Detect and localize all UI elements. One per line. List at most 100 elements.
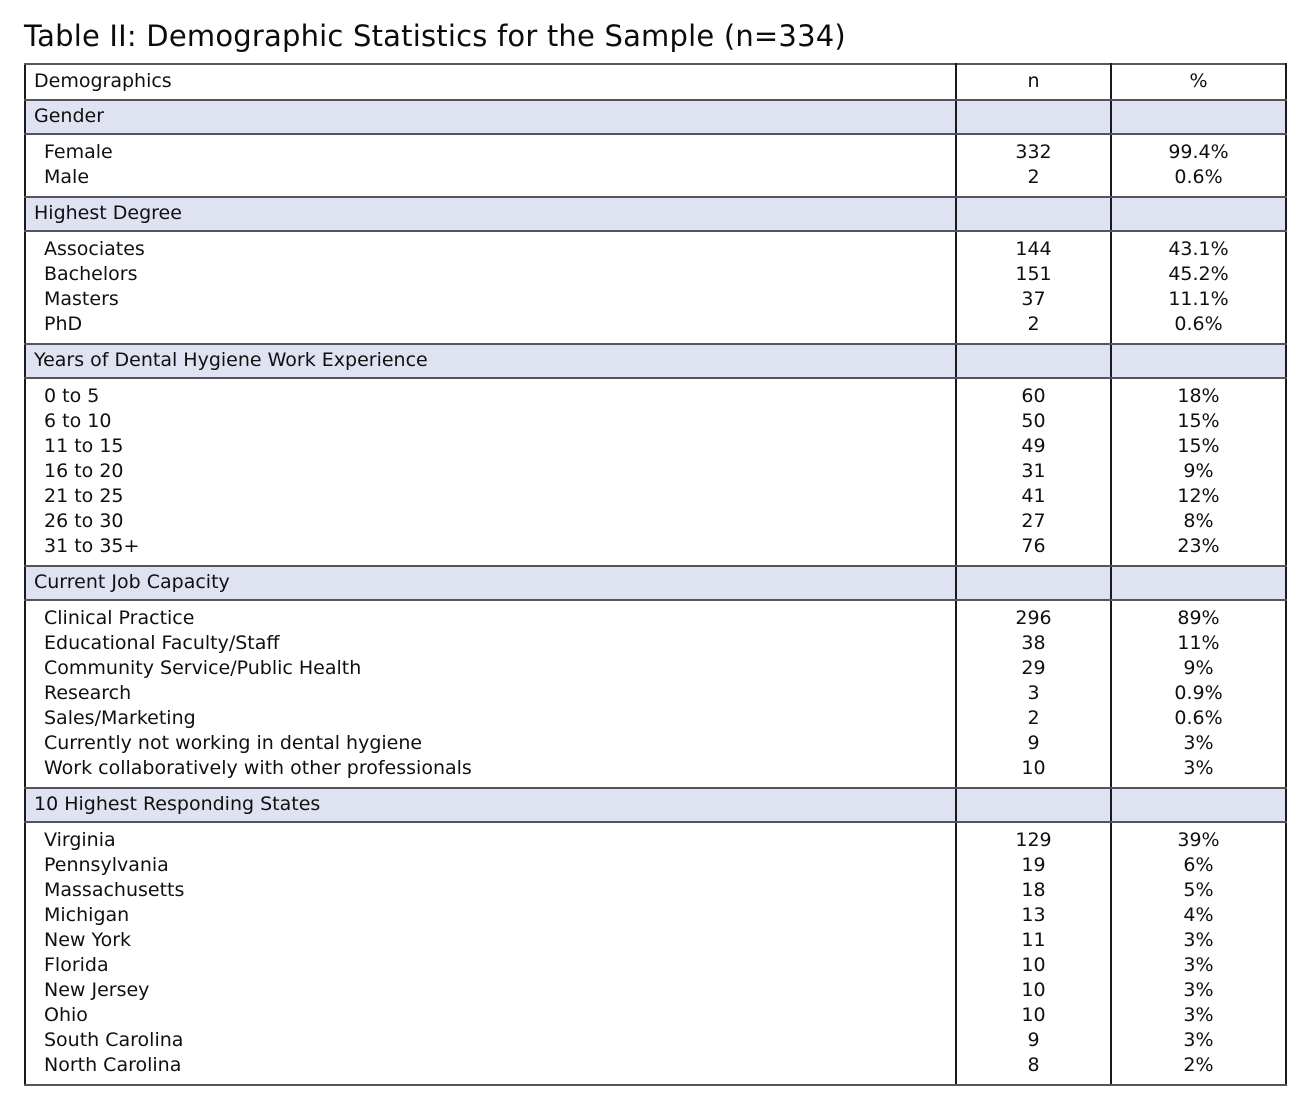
- section-empty-n-cell: [955, 565, 1112, 601]
- section-header-cell: Gender: [24, 99, 957, 135]
- column-header-n: n: [955, 63, 1112, 101]
- demo-label: Community Service/Public Health: [44, 657, 362, 679]
- pct-value: 3%: [1183, 1029, 1214, 1051]
- section-empty-n-cell: [955, 196, 1112, 232]
- pct-value: 4%: [1183, 904, 1214, 926]
- section-header-row: Years of Dental Hygiene Work Experience: [24, 343, 1287, 379]
- pct-value: 3%: [1183, 1004, 1214, 1026]
- section-empty-pct-cell: [1110, 565, 1287, 601]
- pct-value: 89%: [1177, 607, 1220, 629]
- pct-value: 5%: [1183, 879, 1214, 901]
- pct-value: 18%: [1177, 385, 1220, 407]
- n-value: 37: [1021, 288, 1046, 310]
- pct-value: 0.6%: [1174, 707, 1223, 729]
- section-header-row: Gender: [24, 99, 1287, 135]
- demo-label: Pennsylvania: [44, 854, 169, 876]
- pct-cell: 18% 15% 15% 9% 12% 8% 23%: [1110, 377, 1287, 567]
- column-header-row: Demographics n %: [24, 63, 1287, 101]
- pct-value: 3%: [1183, 757, 1214, 779]
- n-value: 11: [1021, 929, 1046, 951]
- demo-label: Female: [44, 141, 113, 163]
- demo-label: New Jersey: [44, 979, 150, 1001]
- pct-value: 8%: [1183, 510, 1214, 532]
- section-header-row: 10 Highest Responding States: [24, 787, 1287, 823]
- section-empty-pct-cell: [1110, 196, 1287, 232]
- pct-value: 99.4%: [1168, 141, 1229, 163]
- n-value: 2: [1027, 166, 1040, 188]
- pct-value: 9%: [1183, 657, 1214, 679]
- data-group-row: Associates Bachelors Masters PhD 144 151 37 2 43…: [24, 230, 1287, 345]
- n-value: 151: [1015, 263, 1052, 285]
- pct-cell: 99.4% 0.6%: [1110, 133, 1287, 198]
- n-value: 10: [1021, 979, 1046, 1001]
- demo-label: Florida: [44, 954, 109, 976]
- demo-label: Virginia: [44, 829, 116, 851]
- pct-value: 0.9%: [1174, 682, 1223, 704]
- demo-label: 6 to 10: [44, 410, 112, 432]
- n-value: 8: [1027, 1054, 1040, 1076]
- demo-label: 16 to 20: [44, 460, 124, 482]
- demo-label: North Carolina: [44, 1054, 182, 1076]
- demo-label: Ohio: [44, 1004, 88, 1026]
- pct-value: 2%: [1183, 1054, 1214, 1076]
- n-value: 10: [1021, 954, 1046, 976]
- demo-label: Currently not working in dental hygiene: [44, 732, 423, 754]
- table-header: Demographics n %: [24, 63, 1287, 101]
- demo-label: Work collaboratively with other professi…: [44, 757, 472, 779]
- demo-label: 0 to 5: [44, 385, 100, 407]
- pct-value: 6%: [1183, 854, 1214, 876]
- n-value: 332: [1015, 141, 1052, 163]
- demo-label: Massachusetts: [44, 879, 185, 901]
- table-body: Gender Female Male 332 2 99.4% 0.6% Highest Deg…: [24, 99, 1287, 1086]
- n-value: 129: [1015, 829, 1052, 851]
- demo-label: Associates: [44, 238, 145, 260]
- section-empty-n-cell: [955, 343, 1112, 379]
- demographics-table: Demographics n % Gender Female Male 332 2 99.…: [24, 63, 1287, 1086]
- pct-cell: 89% 11% 9% 0.9% 0.6% 3% 3%: [1110, 599, 1287, 789]
- pct-value: 11.1%: [1168, 288, 1229, 310]
- n-value: 10: [1021, 757, 1046, 779]
- demo-label: 26 to 30: [44, 510, 124, 532]
- n-value: 2: [1027, 707, 1040, 729]
- data-group-row: Clinical Practice Educational Faculty/Sta…: [24, 599, 1287, 789]
- n-value: 10: [1021, 1004, 1046, 1026]
- pct-value: 39%: [1177, 829, 1220, 851]
- n-value: 41: [1021, 485, 1046, 507]
- pct-value: 3%: [1183, 929, 1214, 951]
- n-cell: 129 19 18 13 11 10 10 10 9 8: [955, 821, 1112, 1086]
- n-value: 13: [1021, 904, 1046, 926]
- section-header-cell: 10 Highest Responding States: [24, 787, 957, 823]
- demo-label: South Carolina: [44, 1029, 184, 1051]
- n-value: 50: [1021, 410, 1046, 432]
- pct-value: 9%: [1183, 460, 1214, 482]
- n-value: 31: [1021, 460, 1046, 482]
- demo-label: PhD: [44, 313, 83, 335]
- pct-cell: 43.1% 45.2% 11.1% 0.6%: [1110, 230, 1287, 345]
- demo-label: Research: [44, 682, 132, 704]
- section-header-row: Current Job Capacity: [24, 565, 1287, 601]
- demo-label: Masters: [44, 288, 119, 310]
- demo-label: 31 to 35+: [44, 535, 140, 557]
- demo-label: New York: [44, 929, 132, 951]
- pct-value: 45.2%: [1168, 263, 1229, 285]
- demo-label: Sales/Marketing: [44, 707, 196, 729]
- n-value: 19: [1021, 854, 1046, 876]
- pct-value: 0.6%: [1174, 166, 1223, 188]
- pct-cell: 39% 6% 5% 4% 3% 3% 3% 3% 3% 2%: [1110, 821, 1287, 1086]
- demo-label-cell: Virginia Pennsylvania Massachusetts Michiga…: [24, 821, 957, 1086]
- pct-value: 43.1%: [1168, 238, 1229, 260]
- demo-label-cell: Clinical Practice Educational Faculty/Sta…: [24, 599, 957, 789]
- n-value: 76: [1021, 535, 1046, 557]
- demo-label: Male: [44, 166, 90, 188]
- n-value: 296: [1015, 607, 1052, 629]
- section-header-cell: Highest Degree: [24, 196, 957, 232]
- n-value: 144: [1015, 238, 1052, 260]
- n-value: 38: [1021, 632, 1046, 654]
- demo-label: 21 to 25: [44, 485, 124, 507]
- section-empty-pct-cell: [1110, 343, 1287, 379]
- demo-label-cell: 0 to 5 6 to 10 11 to 15 16 to 20 21 to 25 26 …: [24, 377, 957, 567]
- table-title: Table II: Demographic Statistics for the…: [24, 19, 846, 53]
- n-cell: 332 2: [955, 133, 1112, 198]
- pct-value: 12%: [1177, 485, 1220, 507]
- n-cell: 144 151 37 2: [955, 230, 1112, 345]
